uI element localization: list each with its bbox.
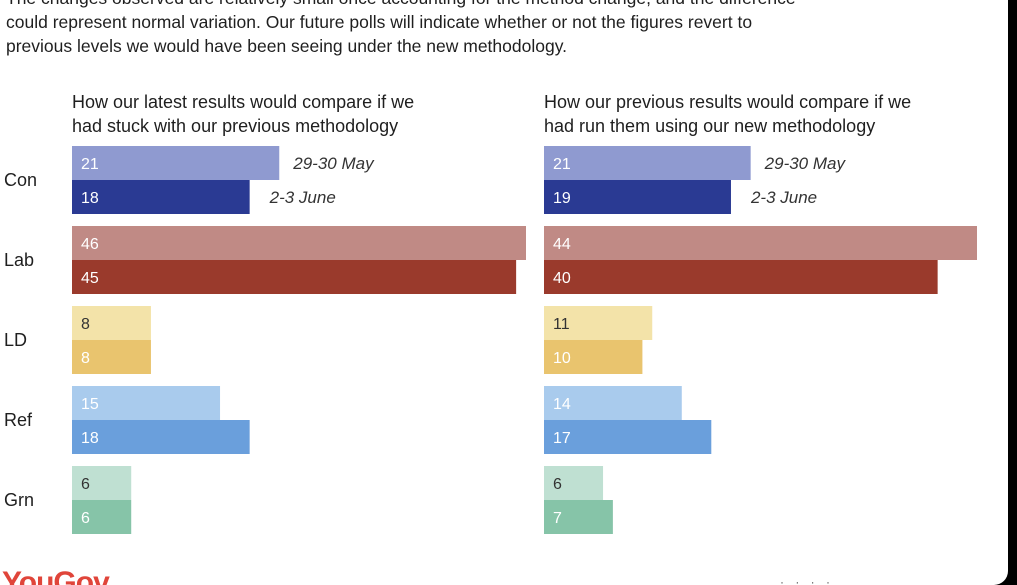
bar-left-con-series-1	[72, 146, 280, 180]
value-label-right-grn-2: 7	[553, 510, 562, 527]
value-label-left-ref-1: 15	[81, 396, 99, 413]
right-panel-title: How our previous results would compare i…	[544, 90, 911, 138]
value-label-left-ld-1: 8	[81, 316, 90, 333]
bar-left-lab-series-2	[72, 260, 517, 294]
bar-right-con-series-2	[544, 180, 731, 214]
bar-left-grn-series-1	[72, 466, 132, 500]
yougov-logo: YouGov	[2, 566, 110, 585]
bar-right-lab-series-1	[544, 226, 977, 260]
bar-right-ld-series-1	[544, 306, 653, 340]
intro-line-3: previous levels we would have been seein…	[6, 36, 568, 56]
value-label-left-lab-2: 45	[81, 270, 99, 287]
value-label-left-grn-1: 6	[81, 476, 90, 493]
bar-left-ld-series-1	[72, 306, 151, 340]
bar-left-con-series-2	[72, 180, 250, 214]
category-label-ld: LD	[4, 330, 27, 350]
intro-line-1: The changes observed are relatively smal…	[6, 0, 996, 10]
category-label-grn: Grn	[4, 490, 34, 510]
value-label-right-grn-1: 6	[553, 476, 562, 493]
value-label-left-ref-2: 18	[81, 430, 99, 447]
bar-left-lab-series-1	[72, 226, 526, 260]
category-label-con: Con	[4, 170, 37, 190]
series-label-right-1: 29-30 May	[764, 154, 847, 173]
bar-right-lab-series-2	[544, 260, 938, 294]
bar-right-grn-series-1	[544, 466, 604, 500]
value-label-left-lab-1: 46	[81, 236, 99, 253]
value-label-left-ld-2: 8	[81, 350, 90, 367]
value-label-left-grn-2: 6	[81, 510, 90, 527]
value-label-left-con-1: 21	[81, 156, 99, 173]
value-label-right-lab-1: 44	[553, 236, 571, 253]
value-label-right-ld-2: 10	[553, 350, 571, 367]
value-label-right-ref-1: 14	[553, 396, 571, 413]
series-label-left-2: 2-3 June	[269, 188, 336, 207]
category-label-lab: Lab	[4, 250, 34, 270]
left-panel-title: How our latest results would compare if …	[72, 90, 414, 138]
bar-right-con-series-1	[544, 146, 751, 180]
bar-right-ref-series-2	[544, 420, 712, 454]
series-label-left-1: 29-30 May	[292, 154, 375, 173]
bar-right-ld-series-2	[544, 340, 643, 374]
bar-left-grn-series-2	[72, 500, 132, 534]
value-label-left-con-2: 18	[81, 190, 99, 207]
category-label-ref: Ref	[4, 410, 33, 430]
value-label-right-lab-2: 40	[553, 270, 571, 287]
intro-text: The changes observed are relatively smal…	[6, 0, 996, 58]
value-label-right-con-2: 19	[553, 190, 571, 207]
series-label-right-2: 2-3 June	[750, 188, 817, 207]
left-panel-title-line-1: How our latest results would compare if …	[72, 92, 415, 112]
value-label-right-ref-2: 17	[553, 430, 571, 447]
footer-fragment: · · · ·	[780, 575, 834, 585]
value-label-right-ld-1: 11	[553, 316, 570, 333]
bar-left-ref-series-2	[72, 420, 250, 454]
bar-left-ref-series-1	[72, 386, 221, 420]
right-panel-title-line-1: How our previous results would compare i…	[544, 92, 912, 112]
intro-line-2: could represent normal variation. Our fu…	[6, 12, 753, 32]
bar-right-grn-series-2	[544, 500, 613, 534]
bar-right-ref-series-1	[544, 386, 682, 420]
value-label-right-con-1: 21	[553, 156, 571, 173]
bar-left-ld-series-2	[72, 340, 151, 374]
right-panel-title-line-2: had run them using our new methodology	[544, 116, 876, 136]
left-panel-title-line-2: had stuck with our previous methodology	[72, 116, 399, 136]
